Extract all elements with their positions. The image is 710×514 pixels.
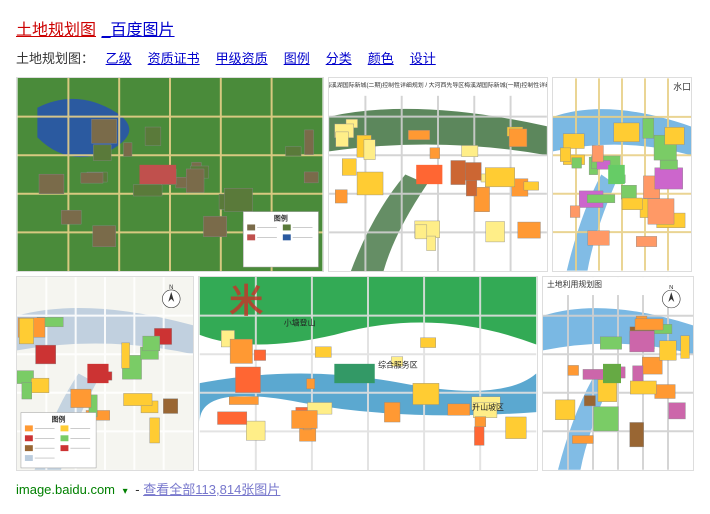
svg-text:N: N bbox=[169, 285, 173, 291]
thumb-5[interactable]: 土地利用规划图土地利用规划图N bbox=[542, 276, 694, 471]
svg-text:图例: 图例 bbox=[52, 414, 66, 423]
dash: - bbox=[135, 482, 139, 497]
thumb-3[interactable]: N 图例 bbox=[16, 276, 194, 471]
result-footer: image.baidu.com ▾ - 查看全部113,814张图片 bbox=[16, 479, 694, 498]
svg-text:水口: 水口 bbox=[673, 81, 691, 92]
result-title-keyword[interactable]: 土地规划图 bbox=[16, 22, 96, 39]
filter-prefix: 土地规划图： bbox=[16, 51, 94, 66]
filter-row: 土地规划图： 乙级 资质证书 甲级资质 图例 分类 颜色 设计 bbox=[16, 48, 694, 67]
svg-text:综合服务区: 综合服务区 bbox=[378, 360, 418, 370]
source-host[interactable]: image.baidu.com bbox=[16, 482, 115, 497]
thumb-0[interactable]: 图例 bbox=[16, 77, 324, 272]
svg-text:小塘登山: 小塘登山 bbox=[284, 317, 316, 327]
filter-4[interactable]: 分类 bbox=[326, 51, 352, 66]
filter-5[interactable]: 颜色 bbox=[368, 51, 394, 66]
thumb-1[interactable]: 大河西先导区梅溪湖国际新城(二期)控制性详细规划 / 大河西先导区梅溪湖国际新城… bbox=[328, 77, 548, 272]
svg-text:图例: 图例 bbox=[274, 214, 288, 223]
filter-0[interactable]: 乙级 bbox=[106, 51, 132, 66]
svg-text:大河西先导区梅溪湖国际新城(二期)控制性详细规划 / 大河西: 大河西先导区梅溪湖国际新城(二期)控制性详细规划 / 大河西先导区梅溪湖国际新城… bbox=[329, 81, 547, 89]
dropdown-icon[interactable]: ▾ bbox=[123, 486, 128, 497]
filter-3[interactable]: 图例 bbox=[284, 51, 310, 66]
result-title-source[interactable]: _百度图片 bbox=[102, 22, 175, 39]
thumb-4[interactable]: 米小塘登山综合服务区升山坡区 bbox=[198, 276, 538, 471]
filter-6[interactable]: 设计 bbox=[410, 51, 436, 66]
thumb-2[interactable]: 水口 bbox=[552, 77, 692, 272]
view-all-link[interactable]: 查看全部113,814张图片 bbox=[143, 482, 280, 497]
svg-text:米: 米 bbox=[229, 283, 263, 321]
svg-text:N: N bbox=[669, 285, 673, 291]
filter-1[interactable]: 资质证书 bbox=[148, 51, 200, 66]
image-gallery: 图例 大河西先导区梅溪湖国际新城(二期)控制性详细规划 / 大河西先导区梅溪湖国际… bbox=[16, 77, 694, 471]
svg-text:升山坡区: 升山坡区 bbox=[472, 402, 504, 412]
filter-2[interactable]: 甲级资质 bbox=[216, 51, 268, 66]
svg-text:土地利用规划图: 土地利用规划图 bbox=[547, 279, 602, 289]
